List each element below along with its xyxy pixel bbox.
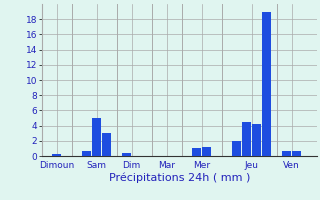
Bar — [282, 151, 291, 156]
Bar — [202, 147, 211, 156]
Bar — [232, 141, 241, 156]
Bar — [102, 133, 111, 156]
Bar — [82, 151, 91, 156]
Bar — [122, 153, 131, 156]
Bar — [292, 151, 301, 156]
Bar — [52, 154, 61, 156]
Bar — [242, 122, 251, 156]
Bar — [192, 148, 201, 156]
Bar — [252, 124, 261, 156]
Bar — [262, 12, 271, 156]
X-axis label: Précipitations 24h ( mm ): Précipitations 24h ( mm ) — [108, 173, 250, 183]
Bar — [92, 118, 101, 156]
